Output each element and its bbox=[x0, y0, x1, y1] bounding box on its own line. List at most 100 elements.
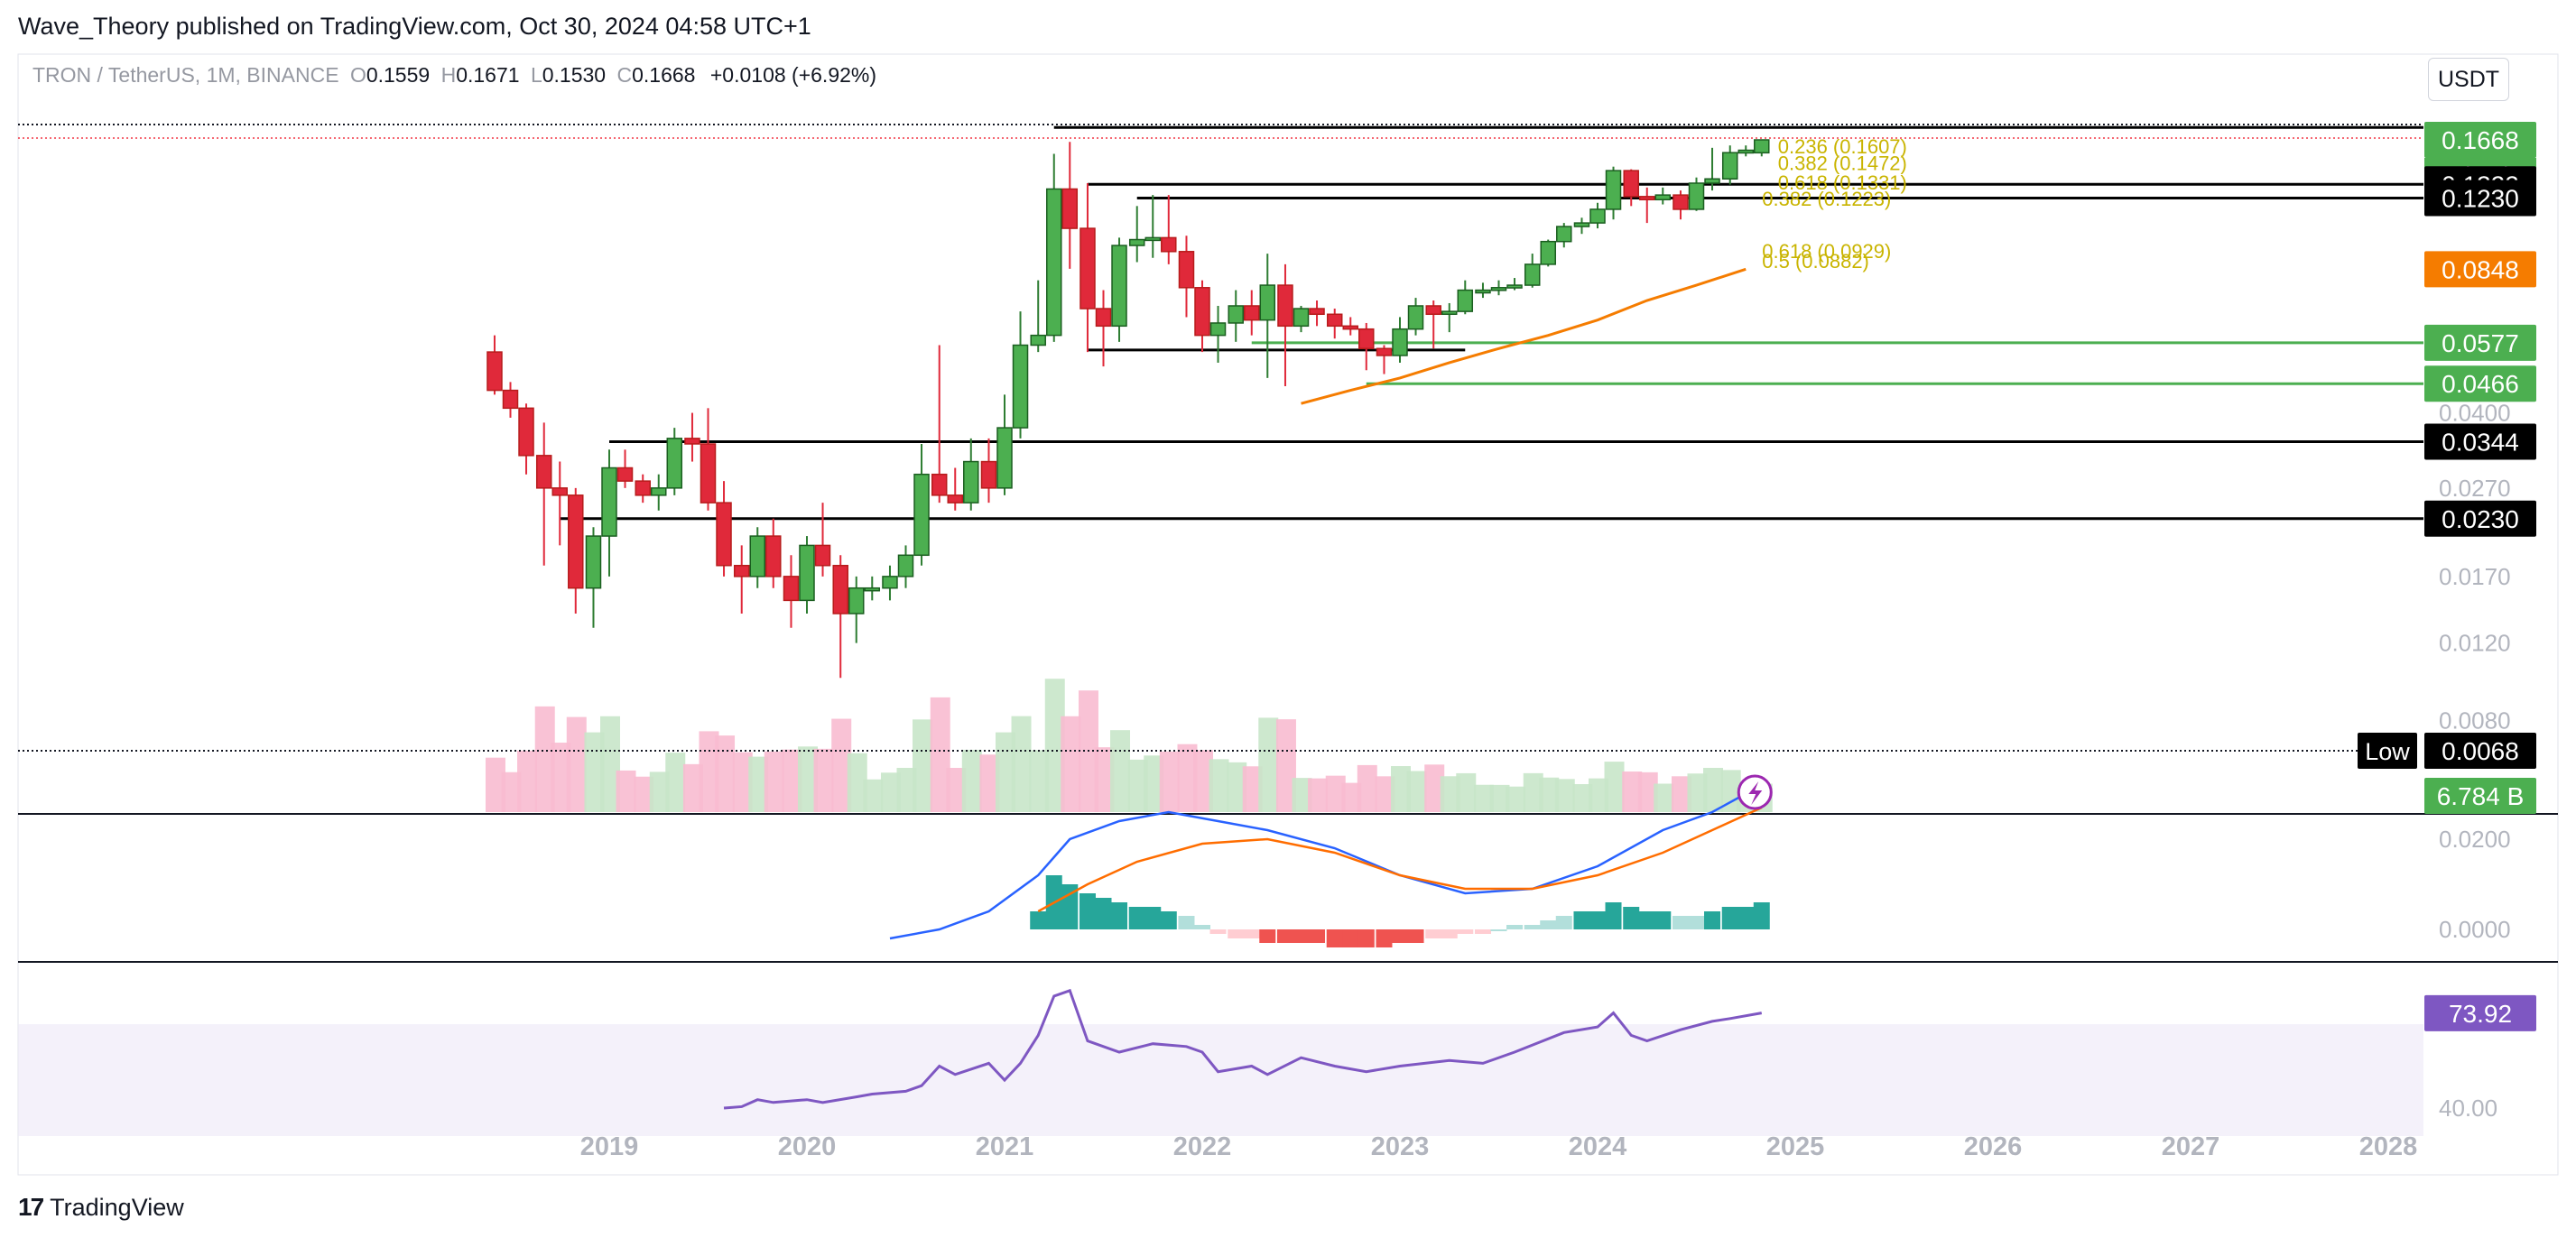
candle-body bbox=[799, 544, 815, 602]
volume-bar bbox=[485, 757, 505, 812]
macd-histogram-bar bbox=[1228, 929, 1245, 938]
volume-bar bbox=[1242, 766, 1263, 812]
candle-body bbox=[1654, 194, 1672, 201]
y-tick-label: 0.0120 bbox=[2439, 630, 2511, 657]
volume-bar bbox=[782, 749, 802, 812]
candle-body bbox=[931, 473, 948, 496]
fib-label: 0.618 (0.0929) bbox=[1762, 240, 1891, 263]
volume-bar bbox=[1177, 744, 1198, 812]
change-value: +0.0108 (+6.92%) bbox=[709, 63, 877, 87]
volume-bar bbox=[551, 743, 571, 812]
footer-brand[interactable]: 17 TradingView bbox=[18, 1193, 184, 1222]
candle-body bbox=[1441, 310, 1458, 316]
macd-histogram-bar bbox=[1194, 925, 1210, 929]
signal-line bbox=[1037, 806, 1763, 913]
candle-body bbox=[882, 576, 898, 589]
candle-body bbox=[1540, 240, 1556, 265]
candle-body bbox=[848, 587, 865, 614]
candle-body bbox=[1080, 227, 1096, 310]
candle-body bbox=[1376, 347, 1393, 356]
macd-histogram-bar bbox=[1589, 911, 1606, 929]
candle-body bbox=[518, 407, 534, 457]
candle-body bbox=[1392, 328, 1408, 356]
candle-body bbox=[535, 455, 552, 489]
candle-body bbox=[551, 487, 568, 496]
candle-body bbox=[1639, 196, 1655, 201]
macd-histogram-bar bbox=[1160, 911, 1177, 929]
volume-bar bbox=[501, 771, 522, 812]
volume-bar bbox=[1061, 716, 1081, 812]
high-value: 0.1671 bbox=[456, 63, 520, 87]
x-tick-label: 2020 bbox=[778, 1132, 837, 1161]
macd-line bbox=[889, 783, 1763, 940]
volume-bar bbox=[1554, 779, 1575, 812]
macd-histogram-bar bbox=[1178, 916, 1195, 929]
volume-bar bbox=[880, 772, 901, 812]
volume-bar bbox=[665, 753, 686, 812]
price-tag-bg bbox=[2424, 251, 2536, 288]
candle-body bbox=[1178, 251, 1195, 289]
macd-histogram-bar bbox=[1309, 929, 1326, 943]
macd-histogram-bar bbox=[1654, 911, 1672, 929]
candle-body bbox=[1342, 325, 1358, 330]
published-caption: Wave_Theory published on TradingView.com… bbox=[18, 13, 811, 40]
rsi-band bbox=[18, 1024, 2423, 1136]
high-label: H bbox=[440, 63, 457, 87]
macd-histogram-bar bbox=[1555, 916, 1572, 929]
macd-histogram-bar bbox=[1605, 902, 1622, 929]
low-marker-label: Low bbox=[2365, 738, 2410, 765]
volume-bar bbox=[1589, 778, 1608, 812]
candle-body bbox=[601, 467, 617, 537]
candle-body bbox=[913, 473, 930, 557]
y-tick-label: 0.0080 bbox=[2439, 707, 2511, 734]
volume-bar bbox=[1144, 755, 1164, 812]
price-tag-bg bbox=[2424, 324, 2536, 361]
volume-bar bbox=[1094, 747, 1115, 812]
candle-body bbox=[486, 351, 503, 392]
candle-body bbox=[1506, 284, 1523, 289]
volume-bar bbox=[1671, 776, 1691, 812]
price-tag: 0.1668 bbox=[2442, 126, 2519, 154]
currency-button[interactable]: USDT bbox=[2428, 58, 2509, 101]
macd-histogram-bar bbox=[1326, 929, 1343, 947]
macd-histogram-bar bbox=[1095, 898, 1112, 929]
candle-body bbox=[1673, 194, 1689, 210]
volume-bar bbox=[1292, 778, 1312, 812]
volume-bar bbox=[1572, 784, 1593, 812]
candle-body bbox=[1490, 287, 1507, 291]
footer-brand-label: TradingView bbox=[50, 1193, 184, 1221]
macd-histogram-bar bbox=[1506, 925, 1524, 929]
symbol-pair[interactable]: TRON / TetherUS, 1M, BINANCE bbox=[32, 63, 339, 87]
candle-body bbox=[996, 427, 1013, 489]
volume-bar bbox=[1029, 750, 1050, 812]
rsi-y-tick: 40.00 bbox=[2439, 1095, 2497, 1122]
candle-body bbox=[1524, 263, 1541, 286]
candle-body bbox=[1277, 284, 1293, 328]
low-value: 0.1530 bbox=[542, 63, 607, 87]
macd-histogram-bar bbox=[1688, 916, 1705, 929]
axes: 2019 2020 2021 2022 2023 2024 2025 2026 2027 2028… bbox=[580, 400, 2511, 1161]
candle-body bbox=[1244, 305, 1260, 321]
volume-bar bbox=[1258, 717, 1279, 812]
y-tick-label: 0.0270 bbox=[2439, 475, 2511, 502]
macd-histogram-bar bbox=[1259, 929, 1276, 943]
volume-tag: 6.784 B bbox=[2437, 782, 2525, 810]
volume-bar bbox=[798, 746, 818, 812]
candle-body bbox=[1111, 245, 1127, 328]
macd-histogram-bar bbox=[1457, 929, 1474, 934]
volume-bar bbox=[1341, 782, 1362, 812]
volume-bar bbox=[863, 779, 884, 812]
x-tick-label: 2026 bbox=[1964, 1132, 2023, 1161]
fib-label: 0.236 (0.1607) bbox=[1778, 135, 1907, 158]
volume-bar bbox=[896, 767, 917, 812]
candle-body bbox=[980, 460, 997, 489]
macd-histogram-bar bbox=[1672, 916, 1689, 929]
volume-bar bbox=[946, 767, 967, 812]
candle-body bbox=[864, 587, 881, 592]
volume-bar bbox=[1456, 772, 1477, 812]
volume-bar bbox=[1209, 759, 1229, 812]
ma-line bbox=[1301, 267, 1747, 405]
candle-body bbox=[585, 535, 602, 589]
volume-bar bbox=[1654, 783, 1674, 812]
